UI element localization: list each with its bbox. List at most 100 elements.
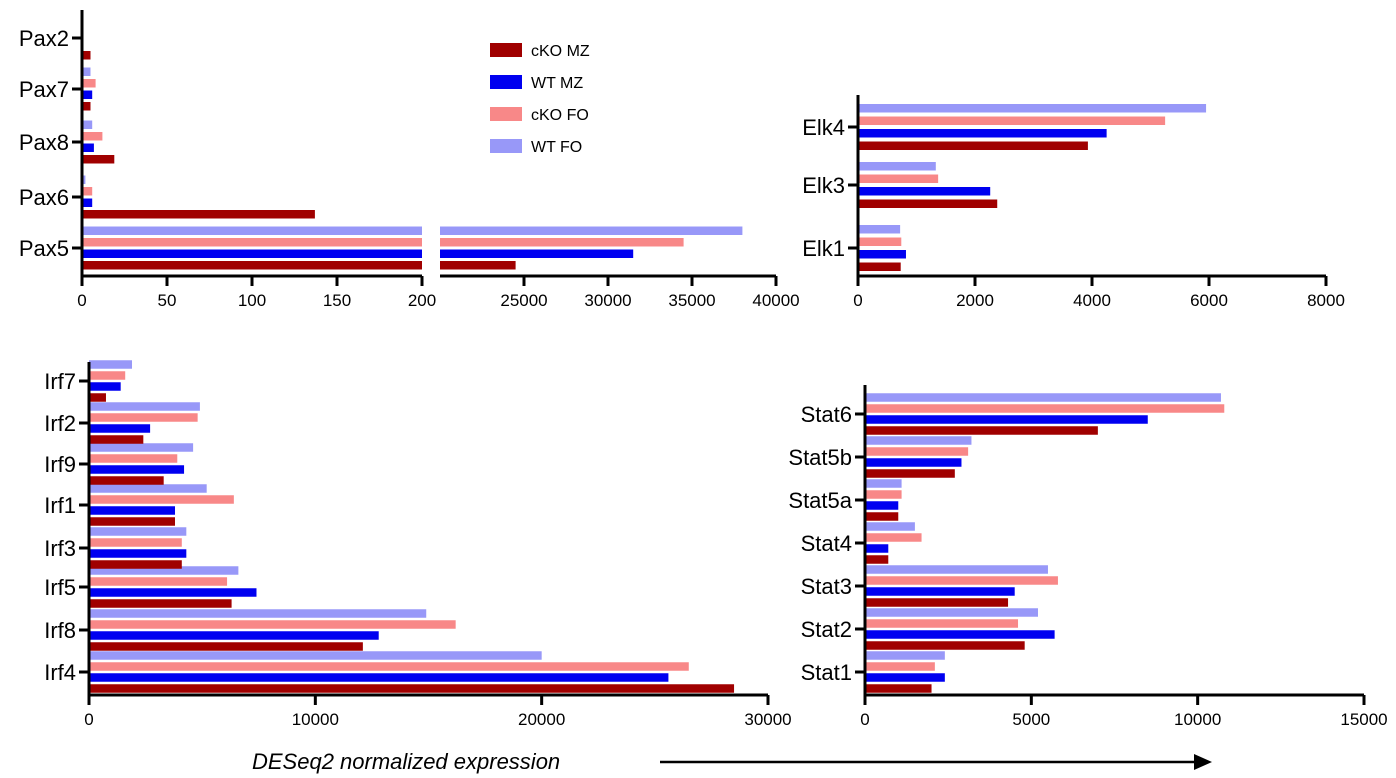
bar-stat5a-wt-fo — [865, 479, 902, 488]
bar-irf7-wt-mz — [89, 382, 121, 391]
bar-elk1-wt-mz — [858, 250, 906, 259]
legend-swatch-wt-mz — [490, 75, 522, 89]
bar-irf4-cko-fo — [89, 662, 689, 671]
legend-swatch-wt-fo — [490, 139, 522, 153]
x-tick-label: 30000 — [744, 710, 791, 729]
legend-swatch-cko-mz — [490, 43, 522, 57]
bar-stat3-cko-mz — [865, 598, 1009, 607]
bar-stat6-wt-fo — [865, 393, 1221, 402]
bar-stat1-cko-fo — [865, 662, 935, 671]
bar-irf4-wt-mz — [89, 673, 669, 682]
bar-pax7-wt-mz — [82, 90, 93, 99]
x-tick-label: 50 — [158, 291, 177, 310]
bar-stat5b-wt-mz — [865, 458, 962, 467]
x-tick-label: 40000 — [752, 291, 799, 310]
bar-pax5-cko-fo — [82, 238, 422, 247]
bar-stat5b-wt-fo — [865, 436, 972, 445]
bar-pax8-cko-fo — [82, 132, 103, 141]
bar-irf1-cko-fo — [89, 495, 234, 504]
bar-stat2-wt-mz — [865, 630, 1055, 639]
y-tick-label-pax7: Pax7 — [19, 77, 69, 102]
bar-irf2-wt-fo — [89, 402, 200, 411]
bar-irf9-wt-mz — [89, 465, 185, 474]
x-tick-label: 20000 — [518, 710, 565, 729]
bar-elk4-cko-fo — [858, 116, 1166, 125]
y-tick-label-stat5b: Stat5b — [788, 445, 852, 470]
y-tick-label-elk1: Elk1 — [802, 236, 845, 261]
bar-pax7-cko-mz — [82, 102, 91, 111]
y-tick-label-pax8: Pax8 — [19, 130, 69, 155]
y-tick-label-elk4: Elk4 — [802, 115, 845, 140]
x-tick-label: 35000 — [668, 291, 715, 310]
legend-label-cko-mz: cKO MZ — [531, 43, 590, 60]
y-tick-label-stat5a: Stat5a — [788, 488, 852, 513]
x-tick-label: 200 — [408, 291, 436, 310]
x-tick-label: 25000 — [500, 291, 547, 310]
bar-elk4-wt-mz — [858, 129, 1107, 138]
bar-irf5-wt-mz — [89, 588, 257, 597]
x-tick-label: 10000 — [292, 710, 339, 729]
x-tick-label: 0 — [77, 291, 86, 310]
bar-pax5-cko-fo — [440, 238, 684, 247]
bar-stat6-wt-mz — [865, 415, 1148, 424]
bar-stat5a-wt-mz — [865, 501, 899, 510]
bar-pax8-cko-mz — [82, 155, 115, 164]
bar-irf5-cko-fo — [89, 577, 228, 586]
bar-stat4-cko-mz — [865, 555, 889, 564]
bar-irf3-wt-fo — [89, 527, 187, 536]
bar-irf9-cko-fo — [89, 454, 178, 463]
bar-pax7-wt-fo — [82, 67, 91, 76]
x-tick-label: 5000 — [1012, 710, 1050, 729]
bar-elk3-wt-fo — [858, 162, 936, 171]
bar-irf2-cko-fo — [89, 413, 198, 422]
y-tick-label-pax5: Pax5 — [19, 236, 69, 261]
bar-pax7-cko-fo — [82, 79, 96, 88]
y-tick-label-irf3: Irf3 — [44, 536, 76, 561]
x-axis-title: DESeq2 normalized expression — [252, 749, 560, 774]
bar-pax8-wt-fo — [82, 120, 93, 129]
bar-pax5-cko-mz — [82, 261, 422, 270]
x-tick-label: 15000 — [1340, 710, 1387, 729]
bar-pax5-wt-mz — [82, 249, 422, 258]
bar-stat6-cko-mz — [865, 426, 1098, 435]
bar-irf1-wt-mz — [89, 506, 176, 515]
x-tick-label: 6000 — [1190, 291, 1228, 310]
bar-pax2-cko-mz — [82, 51, 91, 60]
bar-irf3-cko-mz — [89, 560, 182, 569]
bar-stat2-cko-mz — [865, 641, 1025, 650]
y-tick-label-irf7: Irf7 — [44, 369, 76, 394]
bar-pax8-wt-mz — [82, 143, 94, 152]
bar-stat5a-cko-fo — [865, 490, 902, 499]
bar-elk3-cko-fo — [858, 174, 939, 183]
bar-irf4-cko-mz — [89, 684, 735, 693]
x-tick-label: 0 — [84, 710, 93, 729]
bar-elk4-wt-fo — [858, 104, 1207, 113]
bar-irf2-wt-mz — [89, 424, 151, 433]
bar-elk4-cko-mz — [858, 141, 1088, 150]
bar-irf7-cko-fo — [89, 371, 126, 380]
bar-pax5-wt-mz — [440, 249, 634, 258]
y-tick-label-pax6: Pax6 — [19, 185, 69, 210]
bar-elk1-cko-fo — [858, 237, 902, 246]
bar-stat3-cko-fo — [865, 576, 1058, 585]
bar-stat4-wt-fo — [865, 522, 915, 531]
bar-irf9-wt-fo — [89, 443, 194, 452]
bar-irf9-cko-mz — [89, 476, 164, 485]
y-tick-label-stat3: Stat3 — [801, 574, 852, 599]
bar-pax5-wt-fo — [82, 226, 422, 235]
bar-stat5b-cko-mz — [865, 469, 955, 478]
x-tick-label: 0 — [853, 291, 862, 310]
x-tick-label: 2000 — [956, 291, 994, 310]
x-tick-label: 4000 — [1073, 291, 1111, 310]
bar-irf8-wt-mz — [89, 631, 379, 640]
bar-irf4-wt-fo — [89, 651, 542, 660]
bar-stat5a-cko-mz — [865, 512, 899, 521]
x-tick-label: 0 — [860, 710, 869, 729]
x-tick-label: 30000 — [584, 291, 631, 310]
bar-elk1-wt-fo — [858, 225, 901, 234]
y-tick-label-irf8: Irf8 — [44, 618, 76, 643]
bar-stat5b-cko-fo — [865, 447, 969, 456]
bar-stat2-wt-fo — [865, 608, 1038, 617]
